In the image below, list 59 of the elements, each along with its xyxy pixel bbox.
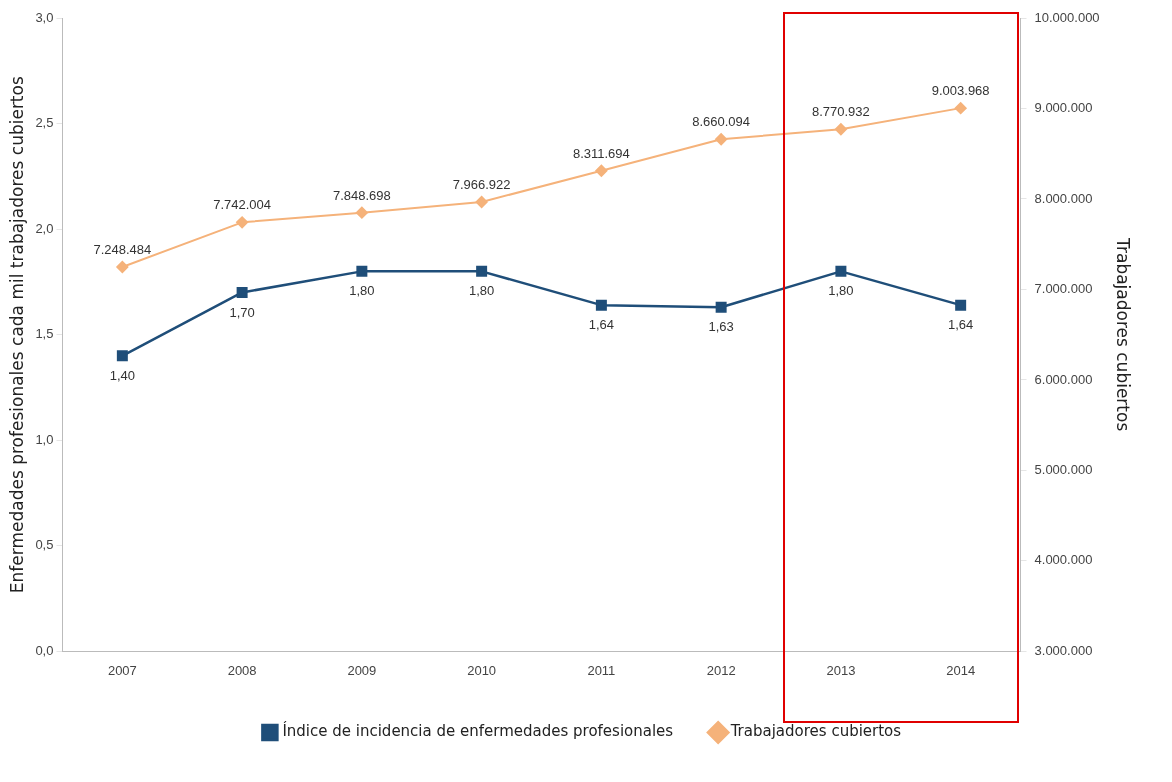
data-label: 1,80 — [468, 283, 495, 299]
data-label: 1,64 — [948, 317, 974, 333]
y2-tick-label: 5.000.000 — [1034, 462, 1093, 478]
data-label: 7.742.004 — [213, 197, 272, 213]
y-tick-label: 1,0 — [35, 431, 54, 447]
y-tick-label: 1,5 — [35, 326, 54, 342]
x-tick-label: 2008 — [227, 662, 257, 678]
data-label: 1,64 — [588, 317, 615, 333]
point — [715, 133, 728, 146]
point — [834, 123, 847, 136]
point — [236, 286, 248, 298]
y-tick-label: 0,0 — [35, 642, 54, 658]
y-tick-label: 2,5 — [35, 115, 54, 131]
y-tick-label: 0,5 — [35, 537, 54, 553]
data-label: 8.660.094 — [692, 114, 751, 130]
data-label: 1,70 — [229, 304, 255, 320]
x-tick-label: 2010 — [467, 662, 497, 678]
point — [475, 195, 488, 208]
point — [835, 265, 847, 277]
data-label: 1,80 — [349, 283, 375, 299]
y2-tick-label: 8.000.000 — [1034, 190, 1093, 206]
x-tick-label: 2013 — [826, 662, 856, 678]
x-tick-label: 2009 — [347, 662, 377, 678]
data-label: 8.770.932 — [811, 104, 870, 120]
y2-axis-title: Trabajadores cubiertos — [1113, 237, 1134, 432]
point — [476, 265, 488, 277]
point — [356, 265, 368, 277]
data-label: 1,40 — [109, 367, 136, 383]
point — [715, 301, 727, 313]
point — [595, 164, 608, 177]
x-tick-label: 2007 — [107, 662, 137, 678]
point — [355, 206, 368, 219]
data-label: 7.966.922 — [452, 177, 511, 193]
point — [955, 299, 967, 311]
y-axis-title: Enfermedades profesionales cada mil trabajadores cubiertos — [6, 76, 27, 594]
legend-label: Índice de incidencia de enfermedades profesionales — [282, 721, 674, 741]
data-label: 7.248.484 — [93, 242, 152, 258]
y2-tick-label: 9.000.000 — [1034, 100, 1093, 116]
y2-tick-label: 4.000.000 — [1034, 552, 1093, 568]
y2-tick-label: 3.000.000 — [1034, 642, 1093, 658]
y2-tick-label: 10.000.000 — [1034, 9, 1100, 25]
point — [116, 350, 128, 362]
y-tick-label: 3,0 — [35, 9, 54, 25]
point — [954, 102, 967, 115]
legend-label: Trabajadores cubiertos — [729, 722, 902, 741]
data-label: 1,80 — [828, 283, 854, 299]
point — [236, 216, 249, 229]
x-tick-label: 2012 — [706, 662, 736, 678]
y2-tick-label: 6.000.000 — [1034, 371, 1093, 387]
x-tick-label: 2011 — [587, 662, 616, 678]
data-label: 9.003.968 — [931, 83, 990, 99]
data-label: 7.848.698 — [332, 187, 391, 203]
data-label: 8.311.694 — [572, 145, 630, 161]
y2-tick-label: 7.000.000 — [1034, 281, 1093, 297]
point — [595, 299, 607, 311]
data-label: 1,63 — [708, 319, 734, 335]
point — [116, 260, 129, 273]
x-tick-label: 2014 — [946, 662, 976, 678]
y-tick-label: 2,0 — [35, 220, 54, 236]
